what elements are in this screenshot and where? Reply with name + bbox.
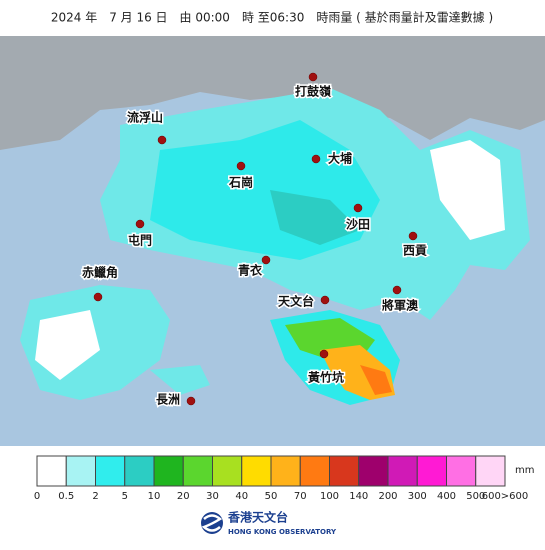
legend-label: 500 bbox=[466, 491, 485, 502]
legend-swatch bbox=[299, 455, 330, 487]
place-marker bbox=[320, 295, 330, 305]
legend-swatch bbox=[358, 455, 389, 487]
place-label: 赤鱲角 bbox=[82, 265, 118, 280]
map bbox=[0, 36, 545, 446]
place-marker bbox=[308, 72, 318, 82]
place-marker bbox=[311, 154, 321, 164]
place-marker bbox=[261, 255, 271, 265]
legend-label: 400 bbox=[437, 491, 456, 502]
place-label: 天文台 bbox=[278, 294, 314, 309]
legend-swatch bbox=[36, 455, 67, 487]
legend-label: 40 bbox=[235, 491, 248, 502]
logo-name-en: HONG KONG OBSERVATORY bbox=[228, 528, 337, 536]
place-marker bbox=[186, 396, 196, 406]
place-label: 將軍澳 bbox=[382, 298, 419, 313]
legend-label: 300 bbox=[408, 491, 427, 502]
place-marker bbox=[353, 203, 363, 213]
place-label: 屯門 bbox=[128, 233, 152, 248]
legend-label: 20 bbox=[177, 491, 190, 502]
legend-swatch bbox=[416, 455, 447, 487]
legend-label: 140 bbox=[349, 491, 368, 502]
legend-label: 100 bbox=[320, 491, 339, 502]
legend-swatch bbox=[65, 455, 96, 487]
legend-swatch bbox=[124, 455, 155, 487]
legend-label: 10 bbox=[148, 491, 161, 502]
legend-label: 600>600 bbox=[482, 491, 529, 502]
legend-swatch bbox=[270, 455, 301, 487]
place-marker bbox=[135, 219, 145, 229]
logo-name-zh: 香港天文台 bbox=[227, 510, 288, 525]
legend-label: 5 bbox=[122, 491, 128, 502]
legend-label: 30 bbox=[206, 491, 219, 502]
legend-swatch bbox=[446, 455, 477, 487]
place-marker bbox=[236, 161, 246, 171]
legend-swatch bbox=[387, 455, 418, 487]
place-label: 黃竹坑 bbox=[307, 370, 344, 385]
legend-swatch bbox=[212, 455, 243, 487]
place-marker bbox=[157, 135, 167, 145]
place-label: 西貢 bbox=[403, 244, 427, 258]
place-marker bbox=[392, 285, 402, 295]
legend-label: 0 bbox=[34, 491, 40, 502]
logo: 香港天文台 HONG KONG OBSERVATORY bbox=[201, 510, 337, 536]
legend-swatch bbox=[475, 455, 506, 487]
legend-label: 200 bbox=[378, 491, 397, 502]
place-label: 打鼓嶺 bbox=[295, 84, 332, 99]
place-label: 大埔 bbox=[328, 151, 352, 166]
legend-swatch bbox=[241, 455, 272, 487]
place-marker bbox=[319, 349, 329, 359]
legend-label: 0.5 bbox=[58, 491, 74, 502]
legend-swatch bbox=[95, 455, 126, 487]
place-label: 沙田 bbox=[346, 218, 370, 232]
legend-label: 50 bbox=[265, 491, 278, 502]
place-marker bbox=[408, 231, 418, 241]
title: 2024 年 7 月 16 日 由 00:00 時 至06:30 時雨量 ( 基… bbox=[51, 10, 493, 25]
place-marker bbox=[93, 292, 103, 302]
legend-label: 2 bbox=[92, 491, 98, 502]
place-label: 青衣 bbox=[238, 263, 262, 278]
legend-swatch bbox=[329, 455, 360, 487]
place-label: 石崗 bbox=[228, 175, 253, 190]
legend-swatch bbox=[182, 455, 213, 487]
legend-label: 70 bbox=[294, 491, 307, 502]
place-label: 流浮山 bbox=[127, 110, 163, 125]
legend-unit: mm bbox=[515, 465, 534, 476]
legend-swatch bbox=[153, 455, 184, 487]
place-label: 長洲 bbox=[156, 392, 180, 407]
